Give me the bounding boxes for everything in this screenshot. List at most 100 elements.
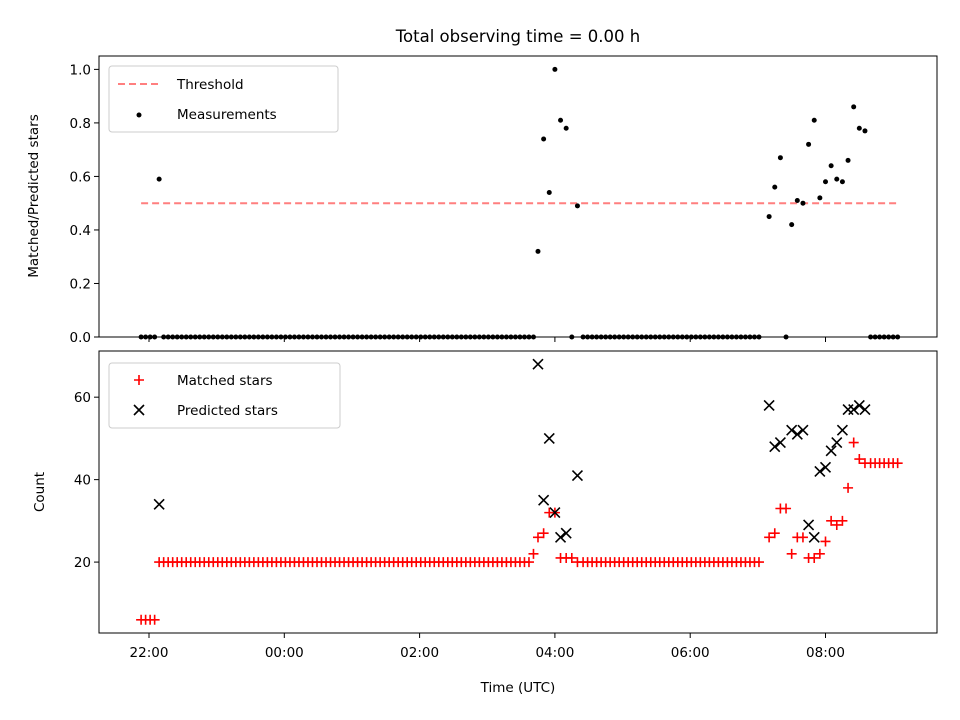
predicted-point: [791, 428, 803, 440]
measurement-point: [856, 125, 862, 131]
predicted-point: [571, 469, 584, 482]
measurement-point: [574, 203, 580, 209]
y-tick-label: 20: [74, 555, 91, 571]
predicted-point: [825, 445, 837, 457]
matched-point: [781, 503, 792, 514]
predicted-point: [803, 519, 815, 531]
y-tick-label: 0.6: [70, 169, 91, 185]
predicted-point: [774, 436, 786, 449]
bottom-y-axis-label: Count: [32, 472, 48, 512]
matched-point: [809, 552, 820, 563]
measurements-legend-swatch: [136, 112, 142, 118]
top-y-axis-label: Matched/Predicted stars: [26, 114, 42, 277]
x-tick-label: 04:00: [535, 645, 574, 661]
predicted-point: [763, 399, 775, 411]
measurement-point: [823, 179, 828, 185]
x-axis-label: Time (UTC): [480, 680, 556, 696]
predicted-point: [153, 498, 165, 510]
matched-legend-swatch: [134, 375, 144, 385]
matched-point: [753, 557, 764, 568]
matched-point: [532, 532, 543, 543]
top-legend: Threshold Measurements: [108, 65, 339, 133]
measurement-point: [806, 141, 812, 147]
measurement-point: [777, 155, 783, 161]
y-tick-label: 60: [74, 390, 91, 406]
matched-point: [843, 482, 854, 493]
measurement-point: [156, 176, 162, 182]
axes-frame: [98, 55, 938, 338]
predicted-point: [532, 358, 544, 370]
matched-point: [826, 515, 837, 526]
measurement-point: [766, 214, 772, 220]
measurement-point: [535, 248, 541, 254]
measurement-point: [794, 198, 800, 204]
matched-point: [831, 519, 842, 530]
predicted-point: [808, 531, 820, 543]
predicted-point: [797, 424, 809, 436]
predicted-point: [560, 527, 572, 539]
measurement-point: [828, 163, 834, 169]
matched-point: [566, 552, 577, 563]
x-tick-label: 02:00: [400, 645, 439, 661]
x-tick-label: 08:00: [806, 645, 845, 661]
measurement-point: [862, 128, 868, 134]
predicted-point: [554, 531, 567, 543]
matched-point: [528, 548, 539, 559]
y-tick-label: 0.8: [70, 116, 91, 132]
predicted-stars-series: [153, 358, 871, 543]
predicted-legend-label: Predicted stars: [177, 403, 278, 419]
predicted-point: [549, 507, 561, 519]
legend-frame: [108, 65, 339, 133]
matched-point: [786, 548, 797, 559]
matched-point: [892, 458, 903, 469]
predicted-point: [538, 494, 550, 506]
matched-point: [797, 532, 808, 543]
measurement-point: [558, 117, 564, 123]
matched-point: [523, 557, 534, 568]
matched-stars-series: [136, 437, 903, 625]
predicted-point: [819, 461, 832, 473]
legend-frame: [108, 362, 341, 429]
matched-point: [764, 532, 775, 543]
predicted-point: [769, 441, 781, 453]
measurement-point: [839, 179, 845, 185]
predicted-point: [859, 403, 871, 416]
x-tick-label: 22:00: [130, 645, 169, 661]
measurement-point: [563, 125, 569, 131]
predicted-point: [786, 424, 798, 436]
axes-frame: [98, 350, 938, 634]
predicted-point: [842, 403, 854, 416]
measurement-point: [834, 176, 840, 182]
y-tick-label: 1.0: [70, 62, 91, 78]
chart-title: Total observing time = 0.00 h: [395, 27, 640, 46]
predicted-point: [848, 403, 860, 416]
measurement-point: [817, 195, 823, 201]
matched-point: [854, 454, 865, 465]
predicted-point: [543, 432, 555, 444]
measurement-point: [552, 66, 558, 72]
matched-legend-label: Matched stars: [177, 373, 273, 389]
matched-point: [820, 536, 831, 547]
predicted-point: [836, 424, 848, 436]
matched-point: [769, 528, 780, 539]
predicted-legend-swatch: [133, 404, 145, 416]
measurement-point: [851, 104, 857, 110]
matched-point: [848, 437, 859, 448]
predicted-point: [831, 436, 843, 449]
y-tick-label: 0.0: [70, 330, 91, 346]
measurement-point: [541, 136, 547, 142]
measurement-point: [789, 222, 795, 228]
x-tick-label: 00:00: [265, 645, 304, 661]
predicted-point: [853, 399, 865, 411]
measurement-point: [772, 184, 778, 190]
measurement-point: [845, 157, 851, 163]
matched-point: [538, 528, 549, 539]
bottom-panel: 20 40 60 22:00 00:00 02:00 04:00 06:00 08:00: [74, 350, 938, 661]
predicted-point: [814, 465, 826, 477]
matched-point: [814, 548, 825, 559]
matched-point: [149, 614, 160, 625]
y-tick-label: 40: [74, 473, 91, 489]
y-tick-label: 0.4: [70, 223, 91, 239]
bottom-legend: Matched stars Predicted stars: [108, 362, 341, 429]
